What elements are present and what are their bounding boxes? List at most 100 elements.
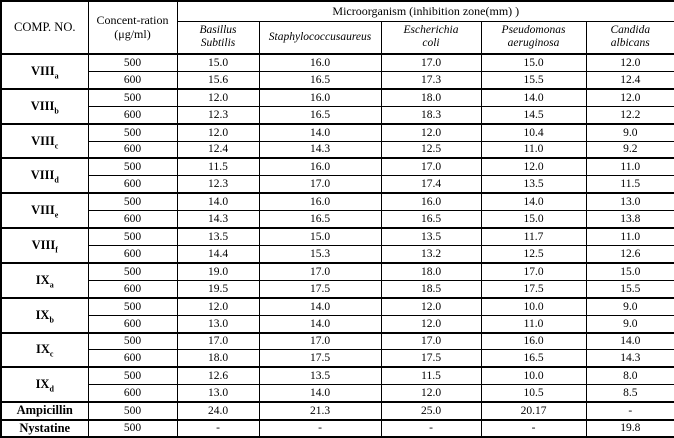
table-row: 600 19.5 17.5 18.5 17.5 15.5 (1, 279, 674, 299)
inhibition-value: 13.2 (380, 244, 482, 264)
inhibition-value: 17.0 (258, 175, 382, 194)
inhibition-value: 10.4 (480, 122, 587, 142)
inhibition-value: 16.0 (480, 331, 587, 351)
inhibition-value: 19.0 (176, 261, 260, 281)
compound-name: VIIIe (0, 192, 89, 229)
header-concentration: Concent-ration (μg/ml) (87, 0, 178, 55)
compound-name: IXd (0, 366, 89, 403)
inhibition-value: - (585, 401, 674, 421)
concentration-cell: 600 (87, 244, 178, 264)
inhibition-value: 16.0 (258, 157, 382, 177)
inhibition-value: 12.6 (176, 366, 260, 386)
inhibition-value: 8.5 (585, 384, 674, 403)
inhibition-value: 14.0 (258, 296, 382, 316)
inhibition-value: 14.0 (480, 192, 587, 212)
concentration-cell: 600 (87, 384, 178, 403)
inhibition-value: 17.4 (380, 175, 482, 194)
inhibition-value: 17.5 (258, 279, 382, 299)
inhibition-value: 18.5 (380, 279, 482, 299)
inhibition-value: 15.0 (480, 52, 587, 72)
inhibition-value: 12.4 (585, 70, 674, 90)
compound-name: VIIIa (0, 53, 89, 90)
inhibition-value: 18.3 (380, 105, 482, 125)
inhibition-value: 12.6 (585, 244, 674, 264)
header-organism: Pseudomonas aeruginosa (480, 20, 587, 55)
inhibition-value: 14.0 (258, 122, 382, 142)
inhibition-value: 11.0 (480, 140, 587, 159)
inhibition-value: 13.0 (176, 314, 260, 334)
inhibition-value: 12.4 (176, 140, 260, 159)
inhibition-value: 16.5 (258, 210, 382, 229)
compound-name: IXc (0, 331, 89, 368)
inhibition-value: 14.0 (480, 87, 587, 107)
inhibition-value: 25.0 (380, 401, 482, 421)
table-row: Nystatine 500- - - -19.8 (0, 418, 674, 438)
inhibition-value: 10.0 (480, 296, 587, 316)
inhibition-value: 15.0 (585, 261, 674, 281)
inhibition-value: 17.0 (176, 331, 260, 351)
concentration-cell: 600 (87, 70, 178, 90)
inhibition-value: 11.5 (176, 157, 260, 177)
inhibition-value: 13.0 (585, 192, 674, 212)
concentration-cell: 500 (87, 296, 178, 316)
inhibition-value: 16.5 (258, 70, 382, 90)
inhibition-value: - (258, 418, 382, 438)
inhibition-value: 12.0 (585, 87, 674, 107)
inhibition-value: 11.0 (585, 157, 674, 177)
compound-name: IXa (0, 261, 89, 299)
concentration-cell: 500 (87, 52, 178, 72)
header-concentration-line1: Concent-ration (96, 12, 169, 27)
inhibition-value: 13.5 (480, 175, 587, 194)
inhibition-value: 17.0 (380, 331, 482, 351)
inhibition-value: 14.3 (258, 140, 382, 159)
inhibition-value: 12.0 (380, 122, 482, 142)
concentration-cell: 500 (87, 192, 178, 212)
table-row: IXb 500 12.0 14.0 12.0 10.0 9.0 (0, 296, 674, 333)
concentration-cell: 500 (87, 87, 178, 107)
header-organism: Staphylococcusaureus (258, 20, 382, 55)
concentration-cell: 500 (87, 261, 178, 281)
inhibition-value: 14.5 (480, 105, 587, 125)
inhibition-value: 10.0 (480, 366, 587, 386)
concentration-cell: 600 (87, 349, 178, 368)
inhibition-value: 14.0 (258, 314, 382, 334)
inhibition-value: 19.8 (585, 418, 674, 438)
table-row: 600 14.4 15.3 13.2 12.5 12.6 (1, 244, 674, 264)
inhibition-value: 15.5 (585, 279, 674, 299)
inhibition-value: 18.0 (380, 261, 482, 281)
table-row: IXd 500 12.6 13.5 11.5 10.0 8.0 (0, 366, 674, 403)
inhibition-value: 15.0 (480, 210, 587, 229)
inhibition-value: 12.0 (585, 52, 674, 72)
table-row: VIIId 500 11.5 16.0 17.0 12.0 11.0 (0, 157, 674, 194)
inhibition-value: 12.3 (176, 105, 260, 125)
concentration-cell: 500 (87, 366, 178, 386)
table-row: 600 12.3 16.5 18.3 14.5 12.2 (1, 105, 674, 125)
inhibition-value: 18.0 (380, 87, 482, 107)
header-microorganism-title: Microorganism (inhibition zone(mm) ) (176, 0, 674, 22)
inhibition-value: 17.5 (258, 349, 382, 368)
inhibition-value: - (176, 418, 260, 438)
inhibition-value: 12.0 (176, 122, 260, 142)
concentration-cell: 600 (87, 210, 178, 229)
inhibition-value: 12.5 (480, 244, 587, 264)
inhibition-value: 17.0 (258, 261, 382, 281)
compound-name: VIIIf (0, 227, 89, 264)
inhibition-value: 15.5 (480, 70, 587, 90)
concentration-cell: 500 (87, 227, 178, 246)
inhibition-value: 14.4 (176, 244, 260, 264)
inhibition-value: 12.0 (176, 296, 260, 316)
inhibition-value: 9.0 (585, 314, 674, 334)
header-concentration-unit: (μg/ml) (114, 26, 151, 41)
inhibition-value: 11.0 (480, 314, 587, 334)
inhibition-value: 14.0 (176, 192, 260, 212)
inhibition-value: 16.5 (380, 210, 482, 229)
inhibition-value: 11.5 (585, 175, 674, 194)
table-row: VIIIe 500 14.0 16.0 16.0 14.0 13.0 (0, 192, 674, 229)
compound-name: VIIId (0, 157, 89, 194)
organism-header-row: Basillus Subtilis Staphylococcusaureus Esch… (1, 20, 674, 55)
compound-name: IXb (0, 296, 89, 333)
header-organism: Escherichia coli (380, 20, 482, 55)
inhibition-value: 12.0 (480, 157, 587, 177)
concentration-cell: 500 (87, 122, 178, 142)
